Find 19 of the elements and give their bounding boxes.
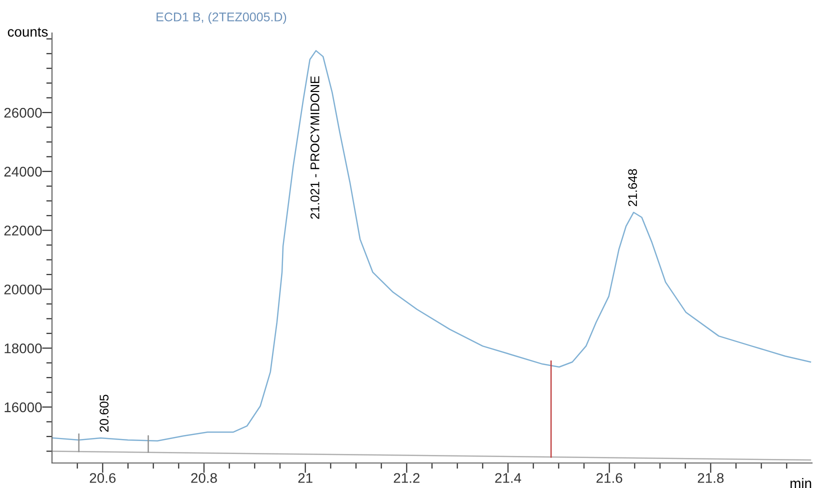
x-tick-label: 21 bbox=[298, 473, 312, 483]
y-tick-label: 16000 bbox=[4, 402, 42, 412]
chart-title: ECD1 B, (2TEZ0005.D) bbox=[156, 12, 286, 24]
y-tick-label: 26000 bbox=[4, 108, 42, 118]
annotation: 21.021 - PROCYMIDONE bbox=[310, 76, 320, 219]
x-tick-label: 21.2 bbox=[394, 473, 420, 483]
y-tick-label: 22000 bbox=[4, 226, 42, 236]
x-axis-title: min bbox=[790, 478, 812, 488]
x-tick-label: 21.6 bbox=[596, 473, 622, 483]
x-tick-label: 20.6 bbox=[90, 473, 116, 483]
y-tick-label: 24000 bbox=[4, 166, 42, 177]
y-tick-label: 20000 bbox=[4, 284, 42, 294]
annotation: 21.648 bbox=[628, 169, 638, 206]
y-axis-title: counts bbox=[8, 28, 48, 37]
x-tick-label: 21.8 bbox=[698, 473, 724, 483]
x-tick-label: 21.4 bbox=[495, 473, 522, 483]
x-tick-label: 20.8 bbox=[191, 473, 217, 483]
y-tick-label: 18000 bbox=[4, 343, 42, 354]
annotation: 20.605 bbox=[100, 394, 109, 432]
